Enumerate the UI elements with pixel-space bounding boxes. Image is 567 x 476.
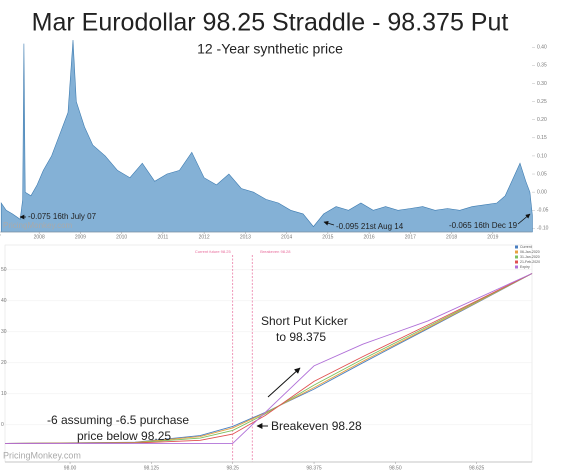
y-tick-label: 0.30 xyxy=(537,81,547,87)
annotation: -6 assuming -6.5 purchase xyxy=(47,413,189,427)
series-line xyxy=(4,273,533,444)
x-tick-label: 98.25 xyxy=(226,465,239,471)
legend-label: 06-Jan-2020 xyxy=(520,250,540,254)
x-tick-label: 2017 xyxy=(405,234,416,240)
annotation: Breakeven 98.28 xyxy=(271,419,362,433)
chart-title: Mar Eurodollar 98.25 Straddle - 98.375 P… xyxy=(32,9,509,37)
x-tick-label: 2010 xyxy=(116,234,127,240)
x-tick-label: 2012 xyxy=(199,234,210,240)
x-tick-label: 98.00 xyxy=(64,465,77,471)
watermark: PricingMonkey.com xyxy=(3,221,73,230)
arrow xyxy=(267,367,301,398)
y-tick-label: 0.40 xyxy=(537,45,547,51)
series-line xyxy=(5,273,533,444)
y-tick-label: 0.25 xyxy=(537,99,547,105)
x-tick-label: 2016 xyxy=(364,234,375,240)
marker-label: Current future 98.25 xyxy=(195,249,232,254)
y-tick-label: 40 xyxy=(1,298,7,304)
x-tick-label: 2015 xyxy=(322,234,333,240)
arrow xyxy=(323,220,335,226)
legend-label: 21-Feb-2020 xyxy=(520,260,540,264)
y-tick-label: 0.35 xyxy=(537,63,547,69)
y-tick-label: 0.05 xyxy=(537,171,547,177)
x-tick-label: 2013 xyxy=(240,234,251,240)
y-tick-label: 0.10 xyxy=(537,153,547,159)
x-tick-label: 98.50 xyxy=(389,465,402,471)
y-tick-label: 0.00 xyxy=(537,189,547,195)
annotation: -0.075 16th July 07 xyxy=(28,212,97,221)
y-tick-label: -0.10 xyxy=(537,226,549,232)
annotation: -0.065 16th Dec 19 xyxy=(449,221,518,230)
legend-label: Expiry xyxy=(520,265,530,269)
annotation: -0.095 21st Aug 14 xyxy=(336,222,404,231)
area xyxy=(0,39,533,233)
arrow xyxy=(517,213,531,225)
legend-swatch xyxy=(515,250,518,254)
x-tick-label: 2014 xyxy=(281,234,292,240)
x-tick-label: 2018 xyxy=(446,234,457,240)
x-tick-label: 2009 xyxy=(75,234,86,240)
legend-swatch xyxy=(515,265,518,269)
legend-label: Current xyxy=(520,245,532,249)
x-tick-label: 98.625 xyxy=(469,465,485,471)
y-tick-label: 50 xyxy=(1,267,7,273)
x-tick-label: 98.375 xyxy=(306,465,322,471)
x-tick-label: 2008 xyxy=(34,234,45,240)
x-tick-label: 2011 xyxy=(158,234,169,240)
y-tick-label: 0.15 xyxy=(537,135,547,141)
chart-subtitle: 12 -Year synthetic price xyxy=(197,41,343,57)
y-tick-label: 10 xyxy=(1,391,7,397)
y-tick-label: 30 xyxy=(1,329,7,335)
y-tick-label: 0.20 xyxy=(537,117,547,123)
annotation: to 98.375 xyxy=(276,330,326,344)
y-tick-label: -0.05 xyxy=(537,208,549,214)
marker-label: Breakeven 98.28 xyxy=(260,249,291,254)
legend-swatch xyxy=(515,255,518,259)
series-line xyxy=(4,273,533,444)
legend-label: 31-Jan-2020 xyxy=(520,255,540,259)
x-tick-label: 2019 xyxy=(487,234,498,240)
y-tick-label: 0 xyxy=(1,422,4,428)
annotation: Short Put Kicker xyxy=(261,314,348,328)
legend-swatch xyxy=(515,245,518,249)
annotation: price below 98.25 xyxy=(77,429,171,443)
y-tick-label: 20 xyxy=(1,360,7,366)
legend-swatch xyxy=(515,260,518,264)
watermark: PricingMonkey.com xyxy=(3,450,81,460)
x-tick-label: 98.125 xyxy=(144,465,160,471)
x-tick-label: 07 xyxy=(0,234,1,240)
